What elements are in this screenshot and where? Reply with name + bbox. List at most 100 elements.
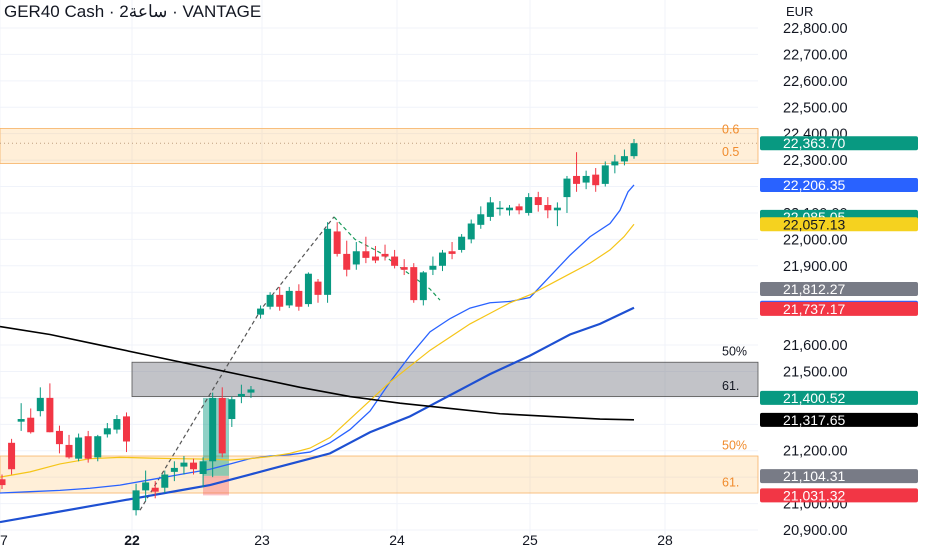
price-tick-label: 21,600.00 [783,338,848,354]
candle-body [285,290,293,306]
candle-body [601,165,609,184]
fib-zone [131,361,759,397]
price-label-box [760,469,918,484]
candle-body [75,437,83,459]
candle-body [458,236,466,250]
candle-body [161,474,169,488]
zone-label: 0.5 [722,145,739,159]
candle-body [573,175,581,184]
grid-lines [0,0,758,535]
candle-body [276,294,284,307]
candle-body [592,174,600,186]
price-tick-label: 22,700.00 [783,47,848,63]
candle-body [65,444,73,458]
zone-label: 50% [722,438,747,452]
time-tick-label: 28 [657,532,673,548]
price-label-text: 21,400.52 [783,390,845,406]
time-axis: 17 22 23 24 25 28 [0,532,673,548]
candle-body [429,265,437,270]
price-label-text: 21,317.65 [783,412,845,428]
candle-body [209,397,217,462]
candle-body [343,253,351,270]
candle-body [17,419,25,422]
price-tick-label: 20,900.00 [783,523,848,539]
candle-body [486,202,494,217]
chart-title: GER40 Cash · 2ساعة · VANTAGE [4,2,262,21]
price-labels: 22,363.7022,206.3522,085.0522,057.1321,8… [760,135,918,503]
candle-body [582,175,590,183]
price-tick-label: 21,200.00 [783,444,848,460]
zone-label: 50% [722,345,747,359]
candle-body [218,397,226,454]
candle-body [496,207,504,210]
candle-body [228,399,236,420]
candle-body [352,251,360,265]
zone-label: 0.6 [722,123,739,137]
candle-body [27,417,35,433]
candle-body [142,482,150,491]
candle-body [46,397,54,433]
candle-body [381,253,389,257]
candle-body [199,461,207,474]
price-tick-label: 22,000.00 [783,232,848,248]
price-label-box [760,390,918,405]
candle-body [132,490,140,511]
candle-body [371,256,379,261]
price-label-text: 21,031.32 [783,487,845,503]
candle-body [36,397,44,412]
candle-body [410,267,418,301]
candle-body [525,197,533,213]
price-label-text: 22,206.35 [783,177,845,193]
candle-body [257,308,265,315]
candle-body [295,290,303,307]
candle-body [304,273,312,305]
drawings [139,216,441,511]
candle-body [84,436,92,459]
currency-label: EUR [786,4,814,19]
trend-line [139,216,335,511]
candle-body [151,487,159,492]
price-tick-label: 22,800.00 [783,21,848,37]
candle-body [247,389,255,393]
pullback-line [333,216,441,301]
zone-label: 61. [722,475,739,489]
candle-body [237,393,245,397]
candle-body [180,462,188,467]
candle-body [630,143,638,157]
candle-body [515,206,523,211]
price-label-box [760,217,918,232]
price-label-text: 21,737.17 [783,301,845,317]
price-label-box [760,488,918,503]
candle-body [0,479,6,486]
fib-zone [0,455,759,494]
candle-body [324,228,332,295]
candle-body [477,214,485,225]
candle-body [314,281,322,295]
time-tick-label: 25 [522,532,538,548]
price-tick-label: 22,300.00 [783,153,848,169]
candle-body [448,251,456,254]
zones: 0.6 0.5 50% 61. 50% 61. [0,123,759,496]
candle-body [553,207,561,211]
price-label-box [760,412,918,427]
candle-body [122,416,130,442]
time-tick-label: 17 [0,532,8,548]
candle-body [419,272,427,301]
candle-body [266,294,274,307]
price-tick-label: 21,900.00 [783,259,848,275]
time-tick-label: 22 [124,532,140,548]
time-tick-label: 24 [389,532,405,548]
price-label-text: 22,057.13 [783,216,845,232]
candle-body [506,207,514,211]
price-label-box [760,136,918,151]
price-axis: 22,800.0022,700.0022,600.0022,500.0022,4… [783,21,848,539]
price-label-box [760,282,918,297]
candle-body [333,231,341,254]
price-label-box [760,301,918,316]
price-tick-label: 22,600.00 [783,74,848,90]
price-tick-label: 22,500.00 [783,100,848,116]
candle-body [8,442,16,470]
candle-body [113,419,121,430]
candle-body [94,436,102,458]
